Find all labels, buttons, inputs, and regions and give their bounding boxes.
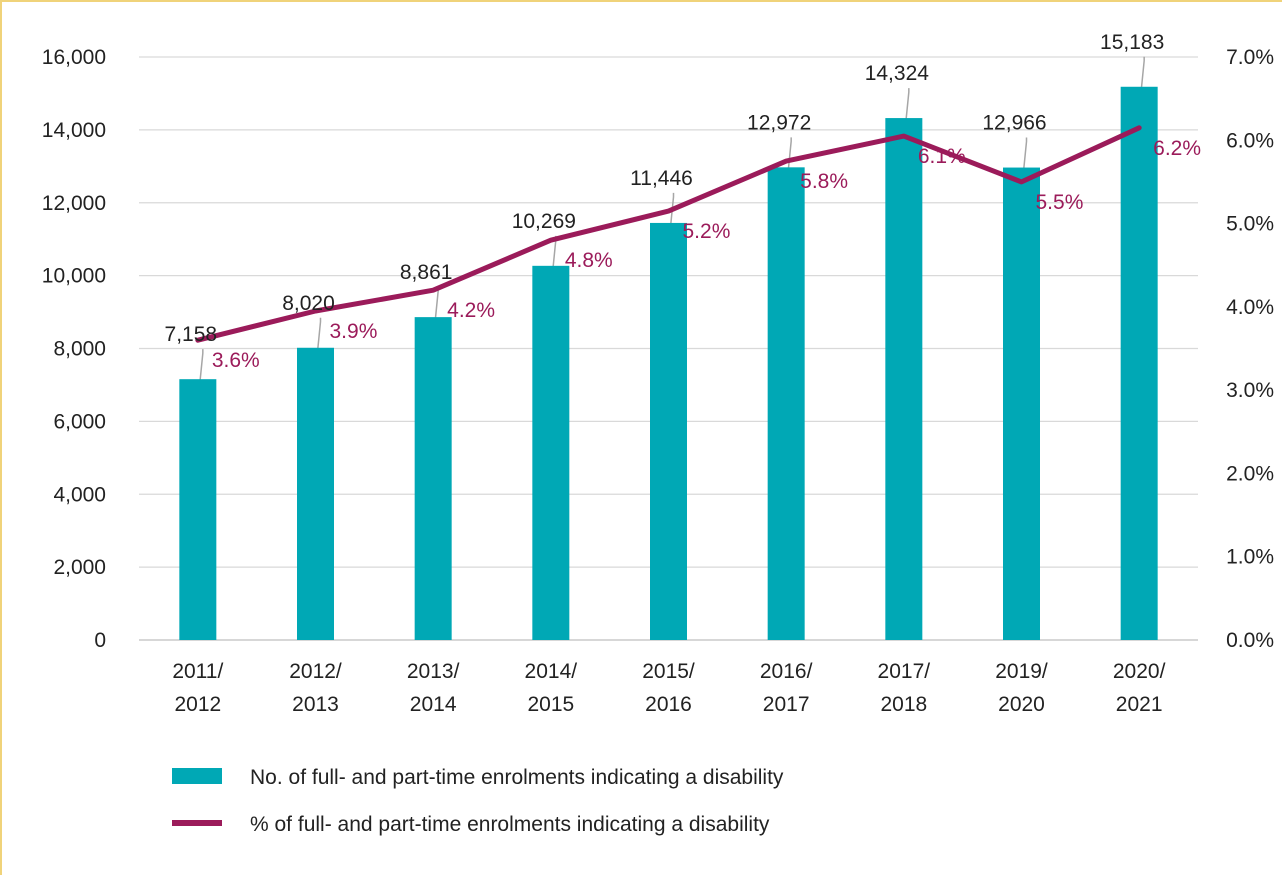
line-value-label: 3.6% xyxy=(212,349,260,372)
x-tick-label: 2014/ xyxy=(525,660,578,683)
x-tick-label: 2012/ xyxy=(289,660,342,683)
y-left-tick-label: 10,000 xyxy=(42,265,106,288)
legend-label-bars: No. of full- and part-time enrolments in… xyxy=(250,766,784,789)
bar xyxy=(179,379,216,640)
bar xyxy=(1121,87,1158,640)
line-value-label: 4.8% xyxy=(565,249,613,272)
line-value-label: 5.8% xyxy=(800,170,848,193)
y-right-tick-label: 4.0% xyxy=(1226,296,1274,319)
y-right-tick-label: 1.0% xyxy=(1226,546,1274,569)
y-right-tick-label: 6.0% xyxy=(1226,129,1274,152)
line-value-label: 6.1% xyxy=(918,145,966,168)
bar xyxy=(532,266,569,640)
x-tick-label: 2016/ xyxy=(760,660,813,683)
y-right-tick-label: 3.0% xyxy=(1226,379,1274,402)
bar-value-label: 8,861 xyxy=(400,261,453,284)
y-left-tick-label: 14,000 xyxy=(42,119,106,142)
x-tick-label: 2015 xyxy=(527,693,574,716)
x-tick-label: 2017/ xyxy=(878,660,931,683)
x-tick-label: 2019/ xyxy=(995,660,1048,683)
bar-value-label: 12,972 xyxy=(747,111,811,134)
bar-value-label: 10,269 xyxy=(512,210,576,233)
line-value-label: 6.2% xyxy=(1153,137,1201,160)
y-axis-left: 0 2,000 4,000 6,000 8,000 10,000 12,000 14,000 1… xyxy=(42,46,106,652)
bar-value-label: 14,324 xyxy=(865,62,930,85)
bar xyxy=(415,317,452,640)
x-tick-label: 2020/ xyxy=(1113,660,1166,683)
y-left-tick-label: 12,000 xyxy=(42,192,106,215)
y-right-tick-label: 0.0% xyxy=(1226,629,1274,652)
y-left-tick-label: 16,000 xyxy=(42,46,106,69)
bar-value-label: 8,020 xyxy=(282,292,335,315)
x-tick-label: 2016 xyxy=(645,693,692,716)
y-right-tick-label: 7.0% xyxy=(1226,46,1274,69)
y-left-tick-label: 8,000 xyxy=(53,338,106,361)
x-tick-label: 2011/ xyxy=(172,660,223,683)
line-value-label: 5.5% xyxy=(1036,191,1084,214)
bar-value-label: 7,158 xyxy=(165,323,218,346)
x-tick-label: 2015/ xyxy=(642,660,695,683)
line-value-labels: 3.6% 3.9% 4.2% 4.8% 5.2% 5.8% 6.1% 5.5% 6.2% xyxy=(212,137,1201,372)
bar xyxy=(885,118,922,640)
bar-value-label: 11,446 xyxy=(630,167,693,190)
line-value-label: 3.9% xyxy=(330,320,378,343)
bar xyxy=(768,167,805,640)
y-right-tick-label: 5.0% xyxy=(1226,213,1274,236)
x-tick-label: 2012 xyxy=(174,693,221,716)
y-left-tick-label: 0 xyxy=(94,629,106,652)
bar-value-label: 15,183 xyxy=(1100,31,1164,54)
x-tick-label: 2021 xyxy=(1116,693,1163,716)
x-tick-label: 2018 xyxy=(880,693,927,716)
legend: No. of full- and part-time enrolments in… xyxy=(172,766,784,836)
x-tick-label: 2014 xyxy=(410,693,457,716)
bar xyxy=(1003,168,1040,640)
x-tick-label: 2013/ xyxy=(407,660,460,683)
y-left-tick-label: 2,000 xyxy=(53,556,106,579)
y-left-tick-label: 4,000 xyxy=(53,483,106,506)
legend-label-line: % of full- and part-time enrolments indi… xyxy=(250,813,770,836)
bar xyxy=(650,223,687,640)
legend-swatch-line xyxy=(172,820,222,826)
legend-swatch-bars xyxy=(172,768,222,784)
y-right-tick-label: 2.0% xyxy=(1226,462,1274,485)
x-tick-label: 2013 xyxy=(292,693,339,716)
line-value-label: 5.2% xyxy=(683,220,731,243)
bar xyxy=(297,348,334,640)
y-axis-right: 0.0% 1.0% 2.0% 3.0% 4.0% 5.0% 6.0% 7.0% xyxy=(1226,46,1274,652)
bar-value-label: 12,966 xyxy=(982,112,1046,135)
y-left-tick-label: 6,000 xyxy=(53,410,106,433)
x-tick-label: 2017 xyxy=(763,693,810,716)
x-tick-label: 2020 xyxy=(998,693,1045,716)
x-axis: 2011/2012 2012/2013 2013/2014 2014/2015 2015… xyxy=(172,660,1165,716)
line-value-label: 4.2% xyxy=(447,299,495,322)
